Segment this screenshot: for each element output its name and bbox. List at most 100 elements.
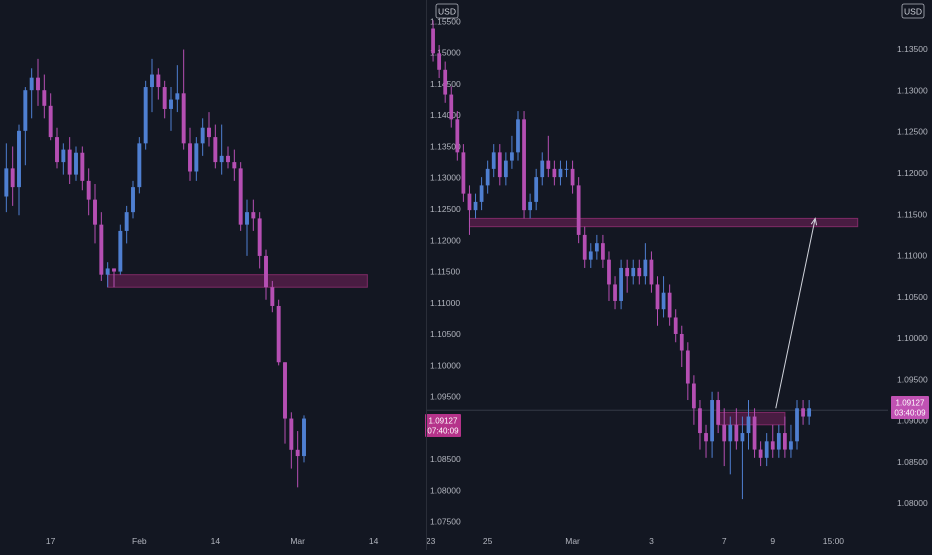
candle [752,408,757,458]
candle [302,415,306,463]
candle-body [29,77,34,91]
candle-body [661,292,666,310]
left-currency-text: USD [438,7,456,17]
candle-body [437,53,442,70]
y-tick-label: 1.13500 [430,141,461,151]
candle [105,262,110,288]
candle-body [124,212,129,231]
candle-body [594,243,599,252]
candle-body [516,119,520,153]
candle [546,135,551,178]
y-tick-label: 1.08000 [897,498,928,508]
left-x-axis[interactable]: 17 Feb 14 Mar 14 23 [46,536,436,546]
candle [169,87,173,131]
candle-body [546,160,551,169]
candle-body [302,418,306,457]
candle-body [219,155,224,163]
candle [461,144,466,202]
candle [93,184,97,244]
candle-body [783,433,787,450]
right-y-axis[interactable]: 1.13500 1.13000 1.12500 1.12000 1.11500 1.110… [897,44,928,508]
candle-body [213,137,218,163]
candle [10,146,15,206]
candle [510,135,514,169]
candle-body [789,441,793,450]
x-tick-label: 17 [46,536,56,546]
candle [594,234,599,260]
candle [698,400,702,450]
candle [270,280,275,313]
right-x-axis[interactable]: 25 Mar 3 7 9 15:00 [483,536,844,546]
candle-body [270,287,275,306]
candle-body [175,93,180,100]
candle [534,168,539,211]
candle-body [42,90,47,106]
candle-body [679,333,684,351]
y-tick-label: 1.10000 [430,360,461,370]
candle-body [637,267,642,277]
y-tick-label: 1.10000 [897,333,928,343]
right-price-tag: 1.09127 03:40:09 [891,396,929,419]
candle [522,111,526,219]
candle [692,375,696,425]
candle-body [67,149,72,175]
candle-body [673,317,678,334]
candle-body [105,268,110,275]
candle [4,143,9,213]
candle-body [770,441,775,450]
candle [503,152,508,186]
candle [55,127,59,169]
candle [655,276,660,326]
left-chart-pane[interactable]: 1.155001.150001.145001.140001.135001.130… [4,3,461,546]
candle-body [613,284,617,301]
candle-body [522,119,526,211]
candle [156,68,161,100]
candle-body [181,93,186,144]
candle [162,80,167,119]
candle [673,309,678,343]
candle [219,124,224,175]
candle-body [232,162,237,169]
candle [558,160,563,186]
candle-body [55,137,59,163]
candle-body [17,130,21,188]
right-countdown: 03:40:09 [894,409,926,418]
projection-arrow[interactable] [775,217,818,409]
y-tick-label: 1.10500 [897,292,928,302]
left-countdown: 07:40:09 [427,427,459,436]
y-tick-label: 1.13500 [897,44,928,54]
supply-demand-zone[interactable] [468,217,859,228]
x-tick-label: 7 [722,536,727,546]
right-currency-text: USD [904,7,922,17]
candle-body [118,230,123,272]
support-zone[interactable] [717,411,786,426]
candle-body [643,259,648,277]
candle-body [776,433,781,450]
candle-body [582,234,587,260]
candle-body [491,152,496,169]
candle [36,58,40,106]
y-tick-label: 1.08000 [430,485,461,495]
candle-body [467,193,472,211]
candle-body [576,185,581,235]
candle-body [194,143,199,172]
candle-body [734,424,739,442]
candle [29,68,34,119]
right-chart-pane[interactable]: 1.13500 1.13000 1.12500 1.12000 1.11500 1.110… [427,3,929,546]
y-tick-label: 1.11000 [430,298,460,308]
right-currency-label: USD [901,3,925,19]
candle-body [283,362,287,419]
candle [746,400,751,450]
candle-body [143,87,148,144]
candle-body [807,408,812,417]
candle [42,74,47,119]
candle [625,259,630,293]
y-tick-label: 1.12000 [430,235,461,245]
candle [607,251,611,301]
candle-body [510,152,514,161]
candle-body [245,212,249,225]
y-tick-label: 1.09500 [897,374,928,384]
supply-demand-zone[interactable] [107,274,368,288]
candle [710,391,714,458]
